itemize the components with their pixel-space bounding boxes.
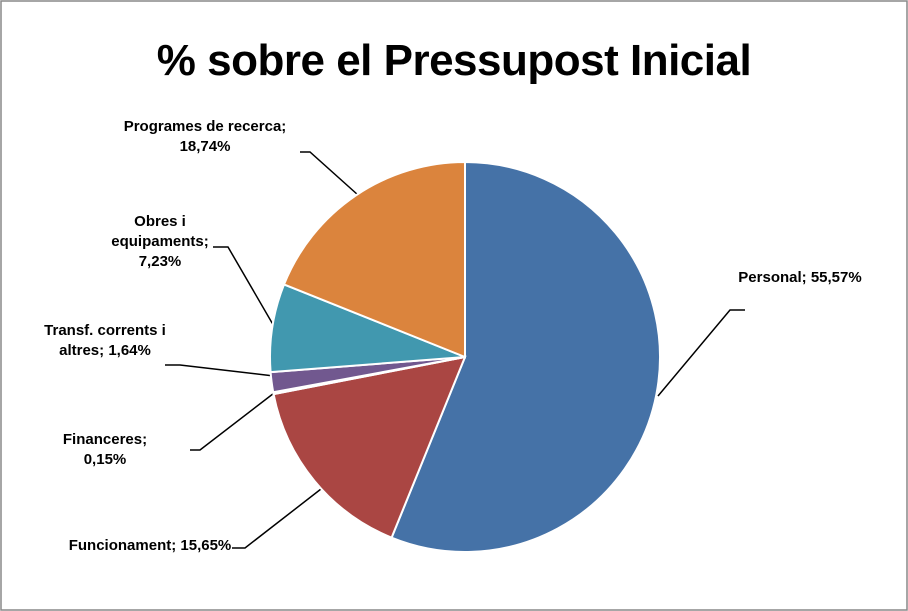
pie-slice [282, 160, 466, 359]
data-label: Financeres; 0,15% [40, 430, 170, 470]
pie-slice [272, 355, 467, 539]
leader-line [657, 309, 745, 397]
value-label: 0,15% [83, 451, 127, 468]
leader-line [165, 364, 275, 377]
category-label: Financeres; [62, 431, 148, 448]
value-label: 55,57% [810, 269, 862, 286]
data-label: Programes de recerca; 18,74% [110, 117, 300, 157]
pie [269, 160, 661, 553]
value-label: 1,64% [108, 342, 151, 359]
leader-line [190, 389, 279, 451]
chart-title: % sobre el Pressupost Inicial [156, 36, 752, 85]
value-label: 7,23% [138, 253, 182, 270]
data-label: Transf. corrents i altres; 1,64% [20, 321, 190, 361]
leader-line [232, 481, 331, 549]
value-label: 18,74% [179, 138, 231, 155]
category-label: Transf. corrents i altres; [44, 322, 166, 359]
leader-lines [165, 151, 745, 549]
leader-line [300, 151, 359, 196]
category-label: Funcionament; [68, 537, 177, 554]
category-label: Programes de recerca; [123, 118, 287, 135]
pie-slice [390, 160, 661, 553]
category-label: Obres i equipaments; [111, 213, 209, 250]
category-label: Personal; [738, 269, 807, 286]
data-label: Obres i equipaments; 7,23% [95, 212, 225, 272]
data-label: Personal; 55,57% [730, 268, 870, 288]
data-label: Funcionament; 15,65% [60, 536, 240, 556]
leader-line [213, 246, 276, 329]
value-label: 15,65% [180, 537, 232, 554]
